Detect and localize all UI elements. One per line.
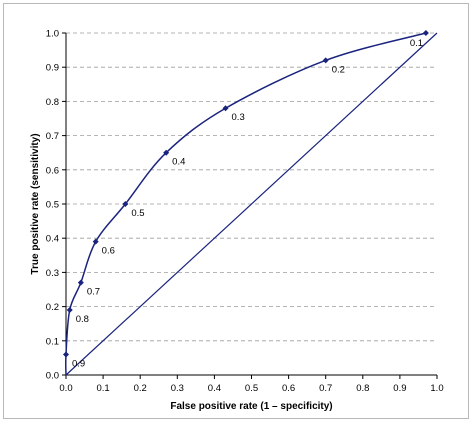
data-point-marker — [163, 149, 170, 156]
threshold-label: 0.2 — [332, 64, 345, 75]
data-point-marker — [92, 238, 99, 245]
data-point-marker — [222, 105, 229, 112]
y-tick-label: 0.8 — [46, 97, 59, 108]
data-point-marker — [63, 351, 69, 358]
threshold-label: 0.7 — [87, 287, 100, 298]
threshold-label: 0.6 — [102, 246, 115, 257]
chart-marks: 0.9 0.8 0.7 0.6 0.5 0.4 0.3 0.2 0.1 — [63, 30, 438, 376]
roc-curve-line — [64, 32, 427, 376]
x-tick-label: 0.1 — [96, 383, 109, 394]
x-tick-label: 0.3 — [171, 383, 184, 394]
reference-diagonal-line — [65, 32, 438, 376]
y-tick-label: 0.5 — [46, 200, 59, 211]
data-point-marker — [422, 30, 429, 36]
y-tick-label: 0.7 — [46, 131, 59, 142]
threshold-label: 0.1 — [410, 38, 423, 49]
y-tick-label: 0.1 — [46, 336, 59, 347]
y-tick-label: 0.6 — [46, 165, 59, 176]
x-tick-label: 0.9 — [393, 383, 406, 394]
data-point-marker — [122, 201, 129, 207]
x-tick-label: 0.0 — [59, 383, 72, 394]
x-tick-label: 0.2 — [134, 383, 147, 394]
chart-frame — [3, 3, 469, 419]
y-tick-label: 0.4 — [46, 234, 59, 245]
threshold-label: 0.8 — [76, 314, 89, 325]
x-tick-label: 0.7 — [319, 383, 332, 394]
threshold-label: 0.5 — [131, 208, 144, 219]
data-point-marker — [66, 307, 73, 314]
threshold-label: 0.3 — [232, 112, 245, 123]
y-tick-label: 0.9 — [46, 63, 59, 74]
y-tick-label: 0.0 — [46, 371, 59, 382]
x-tick-label: 0.4 — [208, 383, 221, 394]
x-tick-label: 0.8 — [356, 383, 369, 394]
data-point-marker — [322, 57, 329, 64]
y-axis-label: True positive rate (sensitivity) — [30, 133, 41, 274]
data-point-marker — [77, 279, 84, 286]
y-tick-label: 0.2 — [46, 302, 59, 313]
y-tick-label: 1.0 — [46, 29, 59, 40]
x-tick-labels: 0.0 0.1 0.2 0.3 0.4 0.5 0.6 0.7 0.8 0.9 1.0 — [59, 383, 443, 394]
threshold-label: 0.9 — [72, 358, 85, 369]
gridlines — [66, 32, 437, 342]
threshold-label: 0.4 — [172, 157, 185, 168]
y-tick-labels: 0.0 0.1 0.2 0.3 0.4 0.5 0.6 0.7 0.8 0.9 1.0 — [46, 29, 59, 382]
x-axis-label: False positive rate (1 – specificity) — [170, 401, 332, 412]
y-tick-label: 0.3 — [46, 268, 59, 279]
x-tick-label: 0.5 — [245, 383, 258, 394]
x-tick-label: 0.6 — [282, 383, 295, 394]
x-tick-label: 1.0 — [430, 383, 443, 394]
